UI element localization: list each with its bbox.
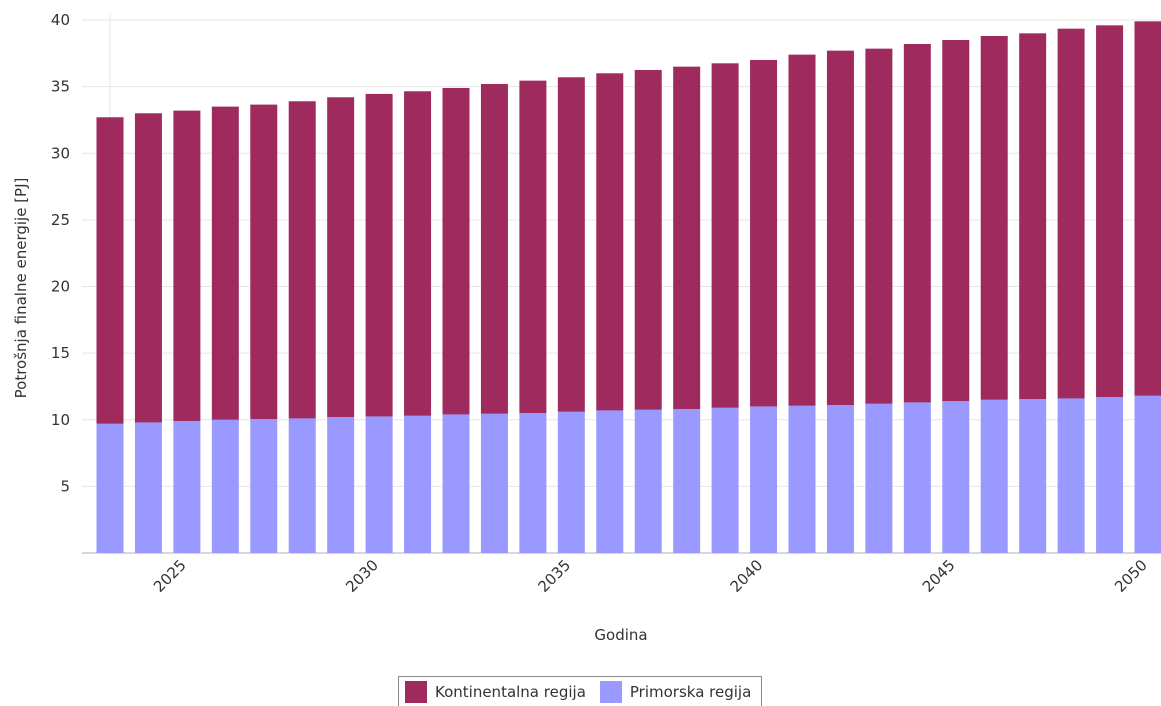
legend-swatch: [599, 680, 622, 703]
bar-kontinentalna-2049: [1096, 25, 1124, 398]
x-tick-label: 2040: [727, 556, 767, 596]
bar-kontinentalna-2028: [288, 101, 316, 419]
bar-primorska-2044: [903, 402, 931, 553]
bar-kontinentalna-2046: [980, 35, 1008, 400]
x-tick-label: 2025: [150, 556, 190, 596]
x-tick-label: 2030: [342, 556, 382, 596]
legend-label: Primorska regija: [629, 682, 752, 701]
y-tick-label: 25: [51, 211, 70, 229]
bar-primorska-2025: [173, 421, 201, 553]
y-tick-label: 10: [51, 411, 70, 429]
bar-primorska-2027: [250, 419, 278, 553]
bar-kontinentalna-2023: [96, 117, 124, 424]
bar-primorska-2039: [711, 407, 739, 553]
bar-kontinentalna-2024: [134, 113, 162, 423]
bar-kontinentalna-2040: [750, 59, 778, 407]
bar-kontinentalna-2045: [942, 39, 970, 402]
bar-primorska-2029: [327, 417, 355, 553]
x-tick-label: 2045: [919, 556, 959, 596]
bar-primorska-2040: [750, 406, 778, 553]
bar-primorska-2033: [480, 413, 508, 553]
y-tick-label: 15: [51, 344, 70, 362]
bar-primorska-2041: [788, 405, 816, 553]
bars: [96, 21, 1161, 553]
bar-kontinentalna-2034: [519, 80, 547, 414]
bar-kontinentalna-2025: [173, 110, 201, 422]
bar-kontinentalna-2026: [211, 106, 239, 420]
y-tick-labels: 5 10 15 20 25 30 35 40: [51, 11, 70, 495]
x-tick-label: 2035: [534, 556, 574, 596]
bar-kontinentalna-2033: [480, 83, 508, 414]
x-tick-label: 2050: [1111, 556, 1151, 596]
bar-primorska-2037: [634, 409, 662, 553]
y-tick-label: 30: [51, 144, 70, 162]
y-tick-label: 40: [51, 11, 70, 29]
bar-primorska-2049: [1096, 397, 1124, 553]
bar-primorska-2023: [96, 423, 124, 553]
y-tick-label: 5: [60, 477, 70, 495]
bar-primorska-2046: [980, 399, 1008, 553]
legend-label: Kontinentalna regija: [435, 682, 586, 701]
legend-item[interactable]: Primorska regija: [599, 680, 752, 703]
bar-kontinentalna-2037: [634, 69, 662, 410]
bar-primorska-2024: [134, 422, 162, 553]
y-tick-label: 35: [51, 78, 70, 96]
bar-kontinentalna-2030: [365, 93, 393, 417]
bar-primorska-2036: [596, 410, 624, 553]
bar-primorska-2034: [519, 413, 547, 553]
bar-kontinentalna-2039: [711, 63, 739, 408]
legend-swatch: [405, 680, 427, 703]
x-axis-title: Godina: [594, 626, 647, 644]
bar-kontinentalna-2029: [327, 97, 355, 418]
bar-kontinentalna-2032: [442, 87, 470, 415]
bar-kontinentalna-2042: [826, 50, 854, 406]
bar-kontinentalna-2041: [788, 54, 816, 406]
legend-item[interactable]: Kontinentalna regija: [405, 680, 586, 703]
bar-primorska-2031: [404, 415, 432, 553]
bar-kontinentalna-2031: [404, 91, 432, 416]
bar-kontinentalna-2047: [1019, 33, 1047, 400]
bar-primorska-2035: [557, 411, 585, 553]
bar-primorska-2038: [673, 409, 701, 553]
bar-primorska-2050: [1134, 395, 1161, 553]
bar-primorska-2032: [442, 414, 470, 553]
y-axis-title: Potrošnja finalne energije [PJ]: [12, 178, 30, 399]
bar-primorska-2045: [942, 401, 970, 553]
bar-kontinentalna-2050: [1134, 21, 1161, 396]
x-tick-labels: 2025 2030 2035 2040 2045 2050: [150, 556, 1151, 596]
bar-primorska-2026: [211, 419, 239, 553]
bar-primorska-2042: [826, 405, 854, 553]
y-tick-label: 20: [51, 278, 70, 296]
bar-primorska-2028: [288, 418, 316, 553]
bar-kontinentalna-2027: [250, 104, 278, 420]
bar-kontinentalna-2036: [596, 73, 624, 411]
bar-primorska-2048: [1057, 398, 1085, 553]
bar-kontinentalna-2043: [865, 48, 893, 404]
bar-kontinentalna-2035: [557, 77, 585, 412]
bar-kontinentalna-2038: [673, 66, 701, 410]
bar-kontinentalna-2048: [1057, 28, 1085, 399]
bar-primorska-2043: [865, 403, 893, 553]
bar-kontinentalna-2044: [903, 43, 931, 403]
bar-primorska-2030: [365, 416, 393, 553]
bar-primorska-2047: [1019, 399, 1047, 553]
legend: Kontinentalna regija Primorska regija: [398, 676, 763, 706]
